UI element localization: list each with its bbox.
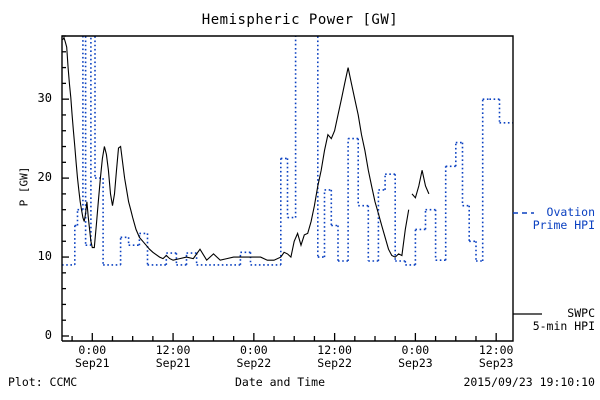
x-tick-date: Sep22 <box>317 356 352 370</box>
x-tick-label: 0:00 Sep23 <box>375 344 455 370</box>
legend-swpc-line2: 5-min HPI <box>532 319 595 333</box>
page-title: Hemispheric Power [GW] <box>201 12 399 28</box>
x-tick-label: 12:00 Sep23 <box>456 344 536 370</box>
legend-ovation-line2: Prime HPI <box>532 218 595 232</box>
legend-ovation-line1: Ovation <box>546 205 595 219</box>
legend <box>513 212 542 315</box>
legend-label-ovation-prime-hpi: Ovation Prime HPI <box>452 206 595 232</box>
footer-plot-source: Plot: CCMC <box>8 375 78 389</box>
x-tick-date: Sep21 <box>155 356 191 370</box>
y-axis-ticks <box>62 35 69 337</box>
x-tick-date: Sep23 <box>478 356 514 370</box>
x-tick-time: 0:00 <box>78 343 107 357</box>
x-tick-label: 0:00 Sep21 <box>52 344 132 370</box>
x-tick-date: Sep22 <box>236 356 272 370</box>
footer-timestamp: 2015/09/23 19:10:10 <box>463 375 595 389</box>
x-tick-date: Sep21 <box>74 356 110 370</box>
legend-label-swpc-5min-hpi: SWPC 5-min HPI <box>452 307 595 333</box>
x-tick-date: Sep23 <box>398 356 433 370</box>
x-axis-label: Date and Time <box>234 375 325 389</box>
plot-frame <box>61 35 514 342</box>
series-swpc-5min-hpi-tail <box>411 170 430 199</box>
x-tick-time: 12:00 <box>155 343 191 357</box>
x-tick-time: 0:00 <box>401 343 430 357</box>
series-ovation-prime-hpi <box>62 36 513 266</box>
x-tick-time: 0:00 <box>239 343 268 357</box>
x-tick-label: 12:00 Sep22 <box>295 344 375 370</box>
x-tick-label: 12:00 Sep21 <box>133 344 213 370</box>
y-tick-label: 20 <box>37 170 52 185</box>
y-tick-label: 30 <box>37 91 52 106</box>
x-axis-ticks <box>71 333 497 341</box>
x-tick-time: 12:00 <box>478 343 514 357</box>
legend-swpc-line1: SWPC <box>567 306 595 320</box>
x-tick-time: 12:00 <box>317 343 352 357</box>
y-tick-label: 0 <box>44 328 52 342</box>
x-tick-label: 0:00 Sep22 <box>214 344 294 370</box>
series-swpc-5min-hpi <box>62 36 410 262</box>
y-tick-label: 10 <box>37 249 52 264</box>
